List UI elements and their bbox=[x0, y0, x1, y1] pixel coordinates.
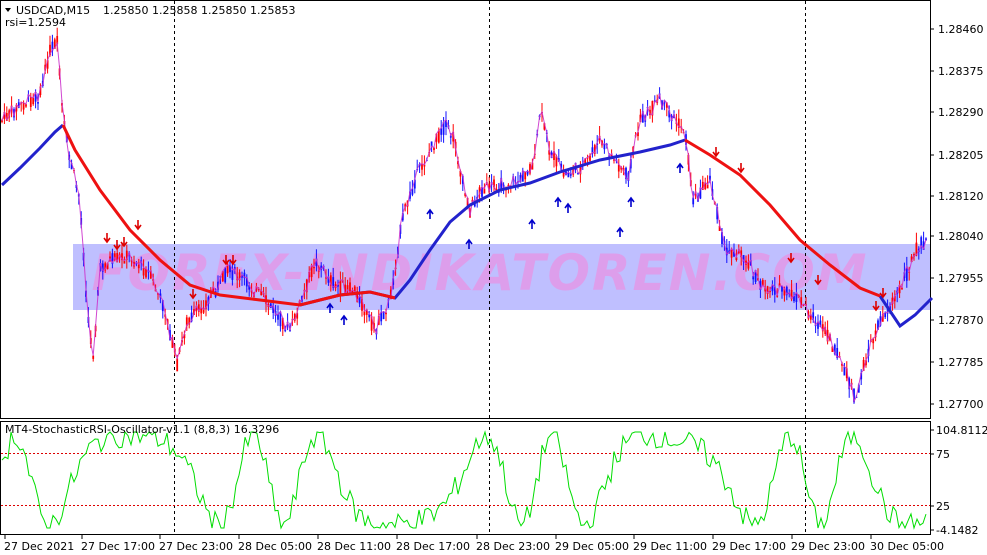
dropdown-triangle-icon[interactable] bbox=[5, 8, 11, 12]
down-arrow-icon bbox=[872, 301, 880, 312]
symbol-label: USDCAD,M15 bbox=[16, 4, 90, 17]
price-axis-label: 1.27785 bbox=[938, 356, 984, 369]
price-candles bbox=[1, 27, 927, 404]
down-arrow-icon bbox=[787, 253, 795, 264]
down-arrow-icon bbox=[229, 255, 237, 266]
red-moving-average bbox=[61, 124, 881, 307]
ohlc-values: 1.25850 1.25858 1.25850 1.25853 bbox=[103, 4, 295, 17]
price-axis-label: 1.28460 bbox=[938, 23, 984, 36]
oscillator-label: MT4-StochasticRSI-Oscillator-v1.1 (8,8,3… bbox=[5, 423, 279, 436]
down-arrow-icon bbox=[879, 288, 887, 299]
signal-arrows bbox=[103, 147, 887, 325]
stochastic-rsi-line bbox=[1, 430, 927, 530]
time-axis-label: 29 Dec 23:00 bbox=[791, 540, 865, 553]
down-arrow-icon bbox=[712, 147, 720, 158]
down-arrow-icon bbox=[103, 233, 111, 244]
down-arrow-icon bbox=[189, 289, 197, 300]
price-line bbox=[1, 41, 927, 404]
down-arrow-icon bbox=[134, 220, 142, 231]
price-axis-label: 1.28040 bbox=[938, 230, 984, 243]
down-arrow-icon bbox=[737, 163, 745, 174]
down-arrow-icon bbox=[120, 237, 128, 248]
up-arrow-icon bbox=[326, 302, 334, 313]
oscillator-axis-label: -4.1482 bbox=[936, 524, 978, 537]
time-axis-label: 29 Dec 05:00 bbox=[555, 540, 629, 553]
up-arrow-icon bbox=[676, 162, 684, 173]
time-axis-label: 28 Dec 23:00 bbox=[476, 540, 550, 553]
time-axis-label: 29 Dec 17:00 bbox=[712, 540, 786, 553]
oscillator-axis-label: 75 bbox=[936, 448, 950, 461]
price-axis-label: 1.28375 bbox=[938, 65, 984, 78]
up-arrow-icon bbox=[340, 314, 348, 325]
price-axis-label: 1.27955 bbox=[938, 272, 984, 285]
time-axis-label: 27 Dec 23:00 bbox=[159, 540, 233, 553]
oscillator-axis-label: 104.8112 bbox=[936, 424, 987, 437]
up-arrow-icon bbox=[554, 196, 562, 207]
oscillator-axis-label: 25 bbox=[936, 500, 950, 513]
oscillator-levels bbox=[1, 453, 930, 506]
time-axis-label: 28 Dec 17:00 bbox=[396, 540, 470, 553]
up-arrow-icon bbox=[426, 208, 434, 219]
day-separators bbox=[174, 1, 806, 535]
oscillator-axis: 104.8112 75 25 -4.1482 bbox=[930, 424, 987, 537]
down-arrow-icon bbox=[113, 240, 121, 251]
up-arrow-icon bbox=[627, 196, 635, 207]
price-axis: 1.28460 1.28375 1.28290 1.28205 1.28120 1.280… bbox=[930, 23, 984, 411]
indicator-label: rsi=1.2594 bbox=[5, 16, 66, 29]
down-arrow-icon bbox=[814, 275, 822, 286]
price-axis-label: 1.28205 bbox=[938, 149, 984, 162]
oscillator-panel[interactable] bbox=[0, 421, 931, 535]
time-axis-label: 29 Dec 11:00 bbox=[633, 540, 707, 553]
up-arrow-icon bbox=[465, 238, 473, 249]
time-axis-label: 27 Dec 17:00 bbox=[81, 540, 155, 553]
down-arrow-icon bbox=[222, 255, 230, 266]
up-arrow-icon bbox=[564, 202, 572, 213]
chart-header: USDCAD,M15 1.25850 1.25858 1.25850 1.258… bbox=[5, 4, 295, 29]
time-axis: 27 Dec 2021 27 Dec 17:00 27 Dec 23:00 28 De… bbox=[4, 535, 944, 553]
time-axis-label: 27 Dec 2021 bbox=[4, 540, 74, 553]
time-axis-label: 28 Dec 05:00 bbox=[238, 540, 312, 553]
price-axis-label: 1.28120 bbox=[938, 190, 984, 203]
up-arrow-icon bbox=[528, 218, 536, 229]
price-axis-label: 1.27700 bbox=[938, 398, 984, 411]
time-axis-label: 28 Dec 11:00 bbox=[317, 540, 391, 553]
up-arrow-icon bbox=[616, 226, 624, 237]
time-axis-label: 30 Dec 05:00 bbox=[870, 540, 944, 553]
price-axis-label: 1.28290 bbox=[938, 106, 984, 119]
watermark-text: FOREX-INDIKATOREN.COM bbox=[92, 244, 869, 302]
price-axis-label: 1.27870 bbox=[938, 314, 984, 327]
